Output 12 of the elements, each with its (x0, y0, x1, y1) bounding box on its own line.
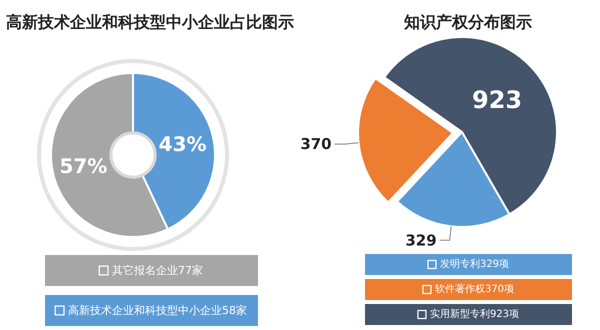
data-label: 43% (158, 132, 207, 156)
chart-title: 知识产权分布图示 (403, 12, 532, 32)
data-label: 329 (405, 231, 437, 250)
legend-label: 发明专利329项 (440, 258, 510, 270)
chart-title: 高新技术企业和科技型中小企业占比图示 (6, 12, 294, 32)
legend-label: 其它报名企业77家 (112, 264, 203, 277)
data-label: 57% (59, 154, 108, 178)
data-label: 923 (472, 86, 522, 114)
legend-label: 软件著作权370项 (434, 283, 514, 295)
legend-label: 高新技术企业和科技型中小企业58家 (68, 304, 247, 317)
legend-label: 实用新型专利923项 (430, 308, 520, 320)
data-label: 370 (300, 135, 332, 154)
